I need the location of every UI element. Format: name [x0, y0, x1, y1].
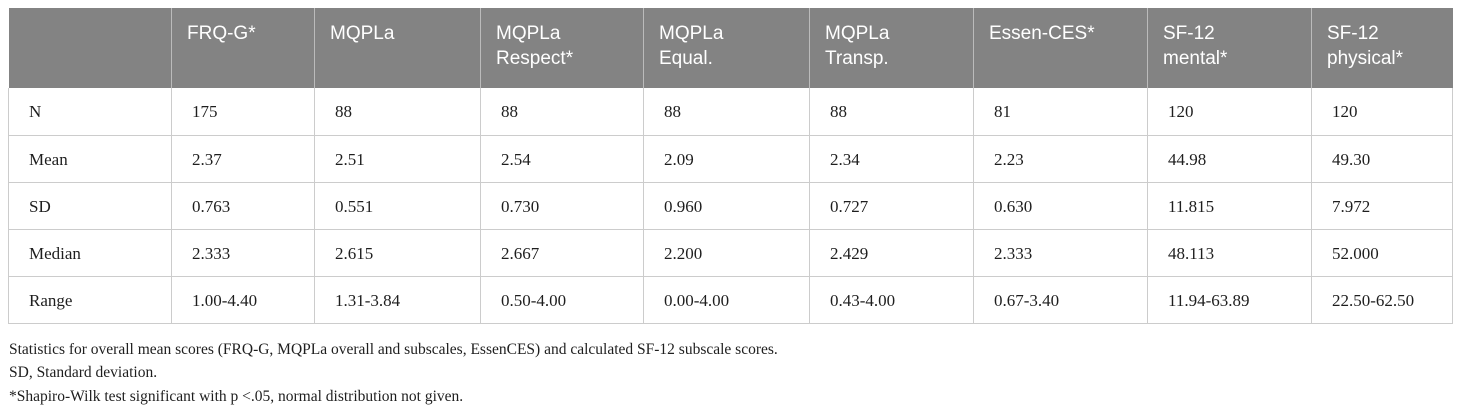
statistics-table: FRQ-G* MQPLa MQPLa Respect* MQPLa Equal. MQP…: [8, 8, 1453, 324]
table-row: SD 0.763 0.551 0.730 0.960 0.727 0.630 11.815 7.…: [8, 182, 1453, 230]
data-cell: 120: [1147, 88, 1312, 136]
data-cell: 2.34: [809, 135, 974, 183]
header-row: FRQ-G* MQPLa MQPLa Respect* MQPLa Equal. MQP…: [8, 8, 1453, 88]
data-cell: 2.51: [314, 135, 481, 183]
data-cell: 22.50-62.50: [1311, 276, 1453, 324]
data-cell: 2.200: [643, 229, 810, 277]
data-cell: 2.54: [480, 135, 644, 183]
corner-cell: [8, 8, 172, 88]
data-cell: 11.815: [1147, 182, 1312, 230]
data-cell: 2.23: [973, 135, 1148, 183]
table-row: Median 2.333 2.615 2.667 2.200 2.429 2.333 48.1…: [8, 229, 1453, 277]
data-cell: 2.667: [480, 229, 644, 277]
data-cell: 0.727: [809, 182, 974, 230]
table-body: N 175 88 88 88 88 81 120 120 Mean 2.37 2.51 2.54 2.09…: [8, 88, 1453, 324]
data-cell: 88: [643, 88, 810, 136]
data-cell: 0.00-4.00: [643, 276, 810, 324]
footnote-sd: SD, Standard deviation.: [9, 364, 158, 381]
data-cell: 0.960: [643, 182, 810, 230]
data-cell: 1.00-4.40: [171, 276, 315, 324]
header-cell: FRQ-G*: [171, 8, 315, 88]
data-cell: 88: [480, 88, 644, 136]
data-cell: 0.730: [480, 182, 644, 230]
footnote-asterisk: *Shapiro-Wilk test significant with p <.…: [9, 387, 464, 405]
data-cell: 7.972: [1311, 182, 1453, 230]
table-notes: Statistics for overall mean scores (FRQ-…: [9, 338, 1452, 409]
data-cell: 2.09: [643, 135, 810, 183]
data-cell: 88: [809, 88, 974, 136]
data-cell: 2.333: [171, 229, 315, 277]
data-cell: 44.98: [1147, 135, 1312, 183]
header-cell: MQPLa Respect*: [480, 8, 644, 88]
data-cell: 81: [973, 88, 1148, 136]
data-cell: 2.333: [973, 229, 1148, 277]
data-cell: 11.94-63.89: [1147, 276, 1312, 324]
data-cell: 175: [171, 88, 315, 136]
header-cell: SF-12 mental*: [1147, 8, 1312, 88]
data-cell: 48.113: [1147, 229, 1312, 277]
data-cell: 120: [1311, 88, 1453, 136]
data-cell: 88: [314, 88, 481, 136]
row-label: Median: [8, 229, 172, 277]
data-cell: 0.763: [171, 182, 315, 230]
data-cell: 2.615: [314, 229, 481, 277]
data-cell: 0.67-3.40: [973, 276, 1148, 324]
table-caption: Statistics for overall mean scores (FRQ-…: [9, 340, 778, 358]
data-cell: 1.31-3.84: [314, 276, 481, 324]
row-label: SD: [8, 182, 172, 230]
header-cell: MQPLa: [314, 8, 481, 88]
header-cell: Essen-CES*: [973, 8, 1148, 88]
data-cell: 0.43-4.00: [809, 276, 974, 324]
data-cell: 0.50-4.00: [480, 276, 644, 324]
row-label: Mean: [8, 135, 172, 183]
data-cell: 52.000: [1311, 229, 1453, 277]
data-cell: 0.630: [973, 182, 1148, 230]
row-label: N: [8, 88, 172, 136]
table-row: Range 1.00-4.40 1.31-3.84 0.50-4.00 0.00-4.0…: [8, 276, 1453, 324]
data-cell: 49.30: [1311, 135, 1453, 183]
data-cell: 2.429: [809, 229, 974, 277]
header-cell: MQPLa Transp.: [809, 8, 974, 88]
header-cell: MQPLa Equal.: [643, 8, 810, 88]
table-row: Mean 2.37 2.51 2.54 2.09 2.34 2.23 44.98 49.30: [8, 135, 1453, 183]
row-label: Range: [8, 276, 172, 324]
data-cell: 2.37: [171, 135, 315, 183]
table-row: N 175 88 88 88 88 81 120 120: [8, 88, 1453, 136]
header-cell: SF-12 physical*: [1311, 8, 1453, 88]
data-cell: 0.551: [314, 182, 481, 230]
